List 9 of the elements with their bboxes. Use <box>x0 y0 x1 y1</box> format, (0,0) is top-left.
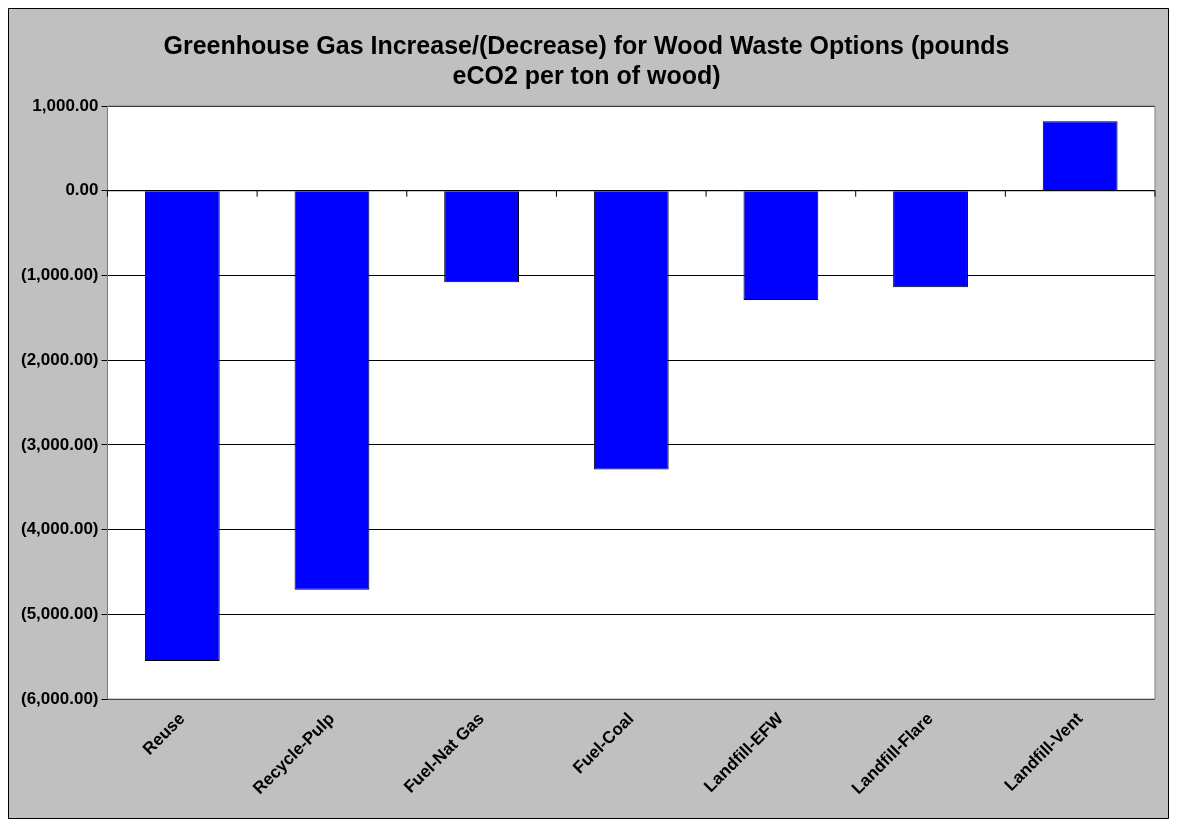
y-tick-label: 1,000.00 <box>32 95 99 115</box>
y-tick-label: (5,000.00) <box>21 604 99 624</box>
y-tick-label: (1,000.00) <box>21 265 99 285</box>
y-tick-label: (2,000.00) <box>21 349 99 369</box>
chart-title: Greenhouse Gas Increase/(Decrease) for Wood Waste Options (pounds eCO2 per ton of wood) <box>163 30 1010 89</box>
y-tick-label: (6,000.00) <box>21 688 99 708</box>
y-tick-label: (4,000.00) <box>21 519 99 539</box>
y-tick-label: 0.00 <box>65 180 99 200</box>
y-tick-label: (3,000.00) <box>21 434 99 454</box>
